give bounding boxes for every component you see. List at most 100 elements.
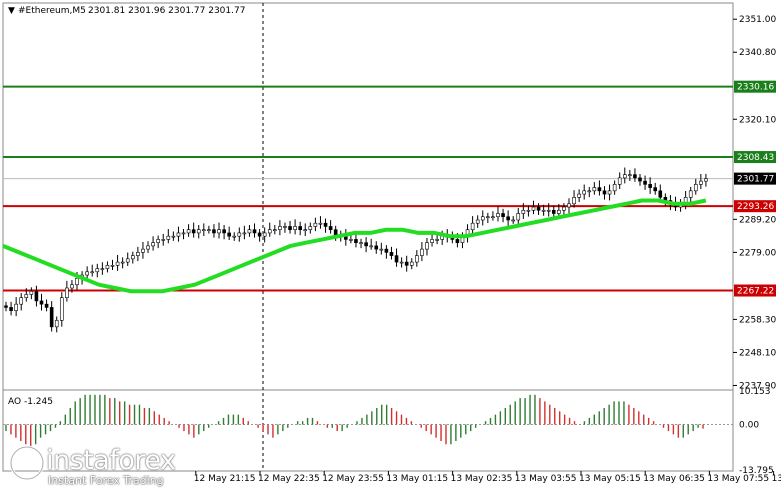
candle-body [562, 206, 566, 211]
candle-body [359, 242, 363, 244]
candle-body [638, 177, 642, 182]
time-tick-label: 13 May 01:15 [386, 474, 448, 484]
price-tick-label: 2258.30 [739, 315, 776, 325]
level-label-2267.22: 2267.22 [737, 287, 774, 297]
candle-body [176, 232, 181, 237]
candle-body [95, 268, 100, 273]
candle-body [115, 261, 120, 266]
candle-body [181, 232, 186, 235]
candle-body [506, 216, 510, 221]
candle-body [65, 287, 69, 299]
candle-body [501, 213, 505, 218]
candle-body [44, 303, 49, 308]
candle-body [648, 184, 652, 188]
candle-body [207, 229, 211, 231]
candle-body [643, 180, 647, 185]
candle-body [658, 190, 663, 198]
candle-body [602, 190, 607, 195]
indicator-label: AO -1.245 [8, 397, 53, 407]
candle-body [546, 209, 551, 212]
candle-body [480, 216, 485, 221]
candle-body [399, 261, 404, 264]
candle-body [70, 284, 74, 289]
candle-body [354, 239, 358, 243]
current-price-label: 2301.77 [737, 175, 774, 185]
candle-body [379, 248, 384, 251]
candle-body [293, 226, 297, 230]
candle-body [582, 190, 587, 195]
instaforex-logo-icon [9, 445, 45, 481]
candle-body [536, 206, 541, 211]
candle-body [409, 261, 414, 266]
level-tag-2308.43 [734, 151, 776, 164]
candle-body [54, 320, 59, 328]
candle-body [278, 226, 282, 230]
candle-body [59, 297, 64, 321]
symbol-dropdown-icon[interactable]: ▼ [8, 6, 15, 16]
candle-body [516, 213, 521, 221]
candle-body [430, 239, 434, 243]
candle-body [14, 303, 18, 311]
level-label-2330.16: 2330.16 [737, 83, 774, 93]
ao-tick-label: 10.153 [739, 387, 771, 397]
candle-body [693, 184, 698, 192]
candle-body [308, 226, 313, 230]
candle-body [237, 232, 242, 237]
candle-body [455, 239, 460, 243]
ma-line [2, 198, 707, 294]
candle-body [227, 232, 231, 237]
candle-body [557, 209, 561, 214]
time-tick-label: 12 May 21:15 [194, 474, 256, 484]
candle-body [100, 268, 105, 270]
candle-body [39, 300, 44, 305]
candle-body [120, 261, 125, 264]
candle-body [85, 271, 89, 276]
candle-body [496, 213, 500, 218]
logo-tagline: Instant Forex Trading [48, 474, 164, 487]
time-tick-label: 13 May 07:55 [707, 474, 769, 484]
candle-body [313, 222, 318, 227]
candle-body [156, 239, 160, 243]
candle-body [247, 229, 252, 234]
candle-body [90, 271, 95, 274]
candle-body [125, 258, 130, 263]
candle-body [242, 232, 247, 235]
candle-body [597, 187, 602, 192]
time-tick-label: 13 May 06:35 [643, 474, 705, 484]
candle-body [349, 239, 353, 241]
price-tick-label: 2279.00 [739, 248, 776, 258]
candle-body [628, 174, 632, 176]
candle-body [704, 178, 708, 182]
candle-body [323, 222, 328, 227]
level-label-2293.26: 2293.26 [737, 202, 774, 212]
price-axis: 2351.00 2340.80 2320.10 2289.20 2279.00 2258.… [733, 15, 776, 391]
candle-body [217, 229, 221, 234]
candle-body [141, 248, 145, 253]
candle-body [592, 187, 597, 192]
time-tick-label: 13 May 03:55 [515, 474, 577, 484]
candle-body [130, 255, 135, 260]
price-tick-label: 2351.00 [739, 15, 776, 25]
candle-body [404, 261, 409, 266]
candle-body [222, 229, 226, 234]
candle-body [9, 307, 13, 311]
time-axis: 12 May 21:15 12 May 22:35 12 May 23:55 13 M… [194, 471, 781, 484]
candle-body [475, 219, 480, 224]
time-tick-label: 12 May 23:55 [322, 474, 384, 484]
instaforex-logo: instaforex Instant Forex Trading [6, 443, 186, 487]
candle-body [577, 193, 581, 198]
candle-body [202, 229, 206, 231]
candle-body [110, 265, 115, 267]
candle-body [196, 229, 201, 234]
current-price-tag [734, 172, 776, 185]
candle-body [318, 222, 323, 225]
time-tick-label: 13 May 05:15 [579, 474, 641, 484]
candle-body [551, 209, 556, 214]
candle-body [146, 245, 150, 250]
candle-body [212, 229, 216, 234]
candle-body [105, 265, 110, 269]
candle-body [49, 307, 54, 328]
